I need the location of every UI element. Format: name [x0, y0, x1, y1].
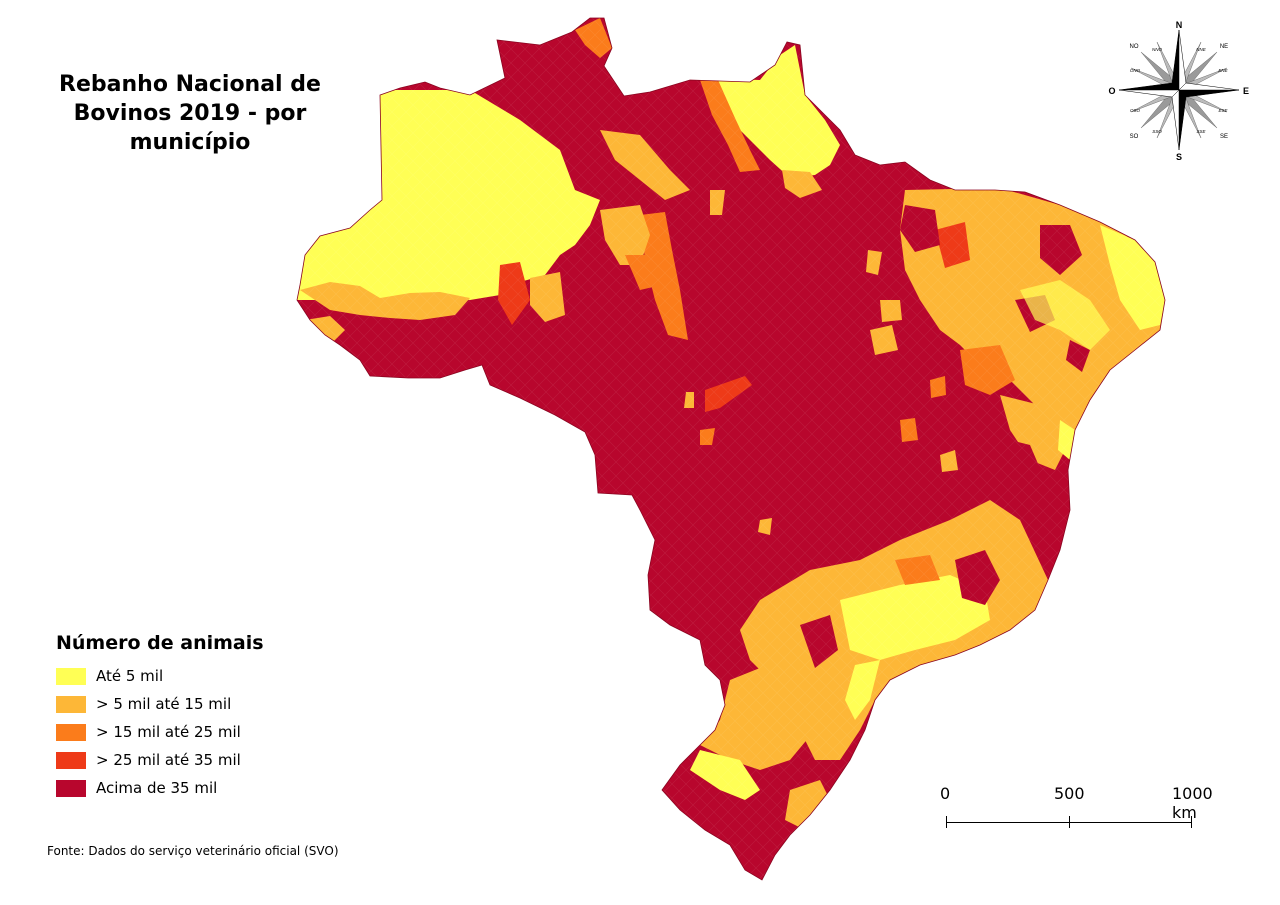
compass-so: SO [1130, 134, 1139, 140]
compass-ene: ENE [1218, 68, 1228, 73]
compass-ono: ONO [1130, 68, 1141, 73]
compass-sse: SSE [1196, 129, 1206, 134]
compass-rose-icon: N S E O NO NE SO SE NNO NNE ONO ENE OSO … [1108, 20, 1249, 162]
compass-ese: ESE [1218, 108, 1228, 113]
scale-tick [946, 816, 947, 828]
map-title: Rebanho Nacional de Bovinos 2019 - por m… [59, 72, 321, 155]
compass-nne: NNE [1196, 47, 1206, 52]
legend-label: > 25 mil até 35 mil [96, 751, 241, 769]
compass-se: SE [1220, 134, 1228, 140]
municipality-texture [297, 18, 1165, 880]
legend-item: > 25 mil até 35 mil [56, 746, 264, 774]
legend-swatch [56, 723, 86, 741]
legend-swatch [56, 751, 86, 769]
legend-label: Acima de 35 mil [96, 779, 218, 797]
legend-title: Número de animais [56, 632, 264, 654]
legend-item: Até 5 mil [56, 662, 264, 690]
scale-tick [1191, 816, 1192, 828]
legend-item: > 5 mil até 15 mil [56, 690, 264, 718]
scale-label-1000: 1000 km [1172, 784, 1213, 822]
legend-swatch [56, 667, 86, 685]
legend-swatch [56, 779, 86, 797]
legend-label: > 15 mil até 25 mil [96, 723, 241, 741]
compass-no: NO [1130, 44, 1139, 50]
compass-oso: OSO [1130, 108, 1141, 113]
legend-item: > 15 mil até 25 mil [56, 718, 264, 746]
map-regions [297, 18, 1165, 880]
compass-nno: NNO [1152, 47, 1162, 52]
source-note: Fonte: Dados do serviço veterinário ofic… [47, 844, 339, 858]
compass-o: O [1108, 86, 1115, 96]
compass-ne: NE [1220, 44, 1228, 50]
scale-tick [1069, 816, 1070, 828]
legend-label: > 5 mil até 15 mil [96, 695, 232, 713]
compass-n: N [1176, 20, 1183, 30]
scale-bar: 0 500 1000 km [930, 784, 1230, 834]
compass-e: E [1243, 86, 1249, 96]
legend: Número de animais Até 5 mil > 5 mil até … [56, 632, 264, 802]
compass-sso: SSO [1152, 129, 1162, 134]
legend-swatch [56, 695, 86, 713]
legend-label: Até 5 mil [96, 667, 164, 685]
scale-label-500: 500 [1054, 784, 1085, 803]
scale-label-0: 0 [940, 784, 951, 803]
compass-s: S [1176, 152, 1182, 162]
legend-item: Acima de 35 mil [56, 774, 264, 802]
